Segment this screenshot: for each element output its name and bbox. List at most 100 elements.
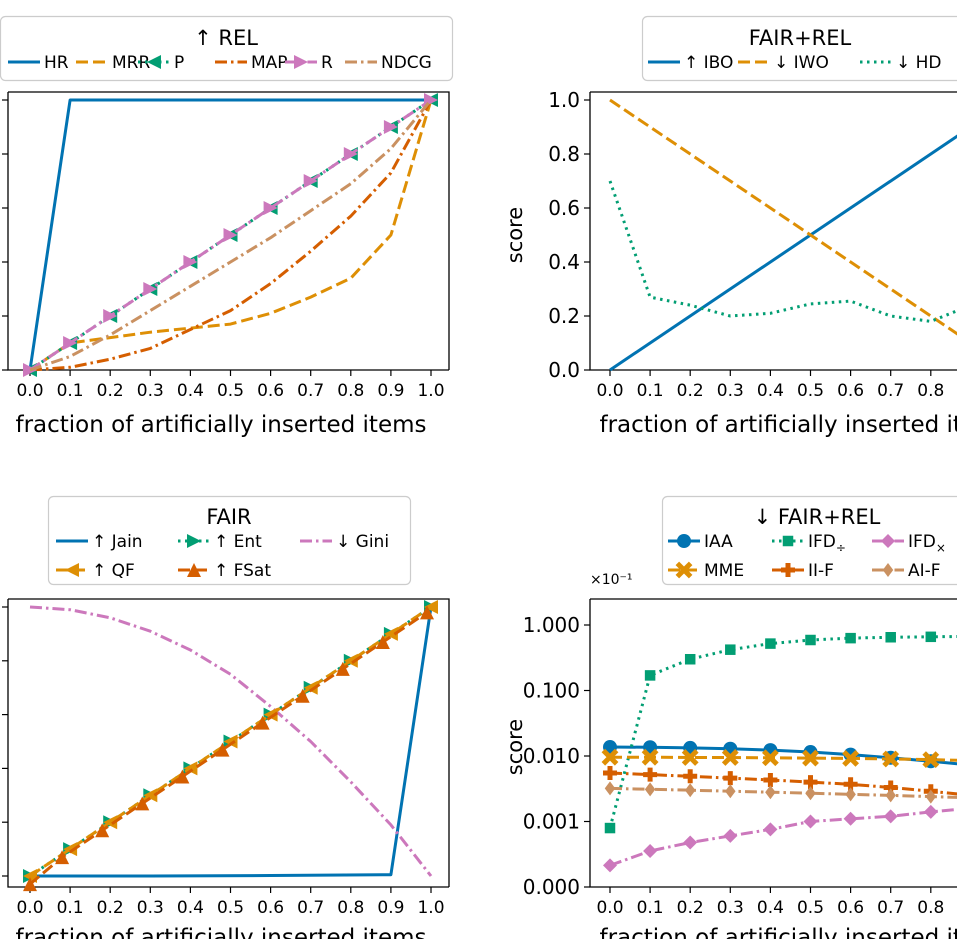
x-tick-label: 0.2	[97, 898, 124, 918]
legend: ↑ REL HR MRR P MAP R NDCG	[0, 15, 454, 82]
data-point-r	[143, 282, 158, 296]
legend-entry-label: ↑ FSat	[214, 561, 271, 581]
series-line-ndcg	[29, 99, 433, 372]
data-point-r	[63, 336, 78, 350]
y-offset-text: ×10⁻¹	[590, 572, 633, 588]
series-line-mme	[610, 755, 957, 762]
legend-entry-label: MAP	[251, 53, 288, 73]
axes-frame-top-right	[8, 598, 450, 887]
data-point-qf	[383, 626, 398, 641]
y-axis-label: score	[503, 719, 527, 775]
series-line-ibo	[609, 134, 957, 372]
legend-entry-label: ↓ HD	[896, 53, 942, 73]
data-point-r	[383, 120, 398, 134]
data-point-ifd	[805, 634, 816, 646]
legend-box	[0, 15, 454, 82]
legend-marker	[65, 563, 79, 577]
x-tick-label: 0.8	[337, 381, 364, 401]
y-tick-label: 0.8	[548, 142, 580, 166]
data-point-qf	[303, 680, 318, 695]
x-tick-label: 0.7	[297, 381, 324, 401]
x-tick-label: 0.5	[217, 898, 244, 918]
legend-box	[47, 495, 412, 586]
chart-p3: 0.0 0.1 0.2 0.3 0.4 0.5 0.6 0.7 0.8 0.9 1.0 fractio…	[2, 495, 450, 939]
x-tick-label: 0.8	[917, 381, 944, 401]
series-line-hd	[608, 180, 957, 323]
legend-entry-label: ↑ Jain	[92, 532, 143, 552]
data-point-fsat	[95, 823, 110, 838]
legend-title: ↓ FAIR+REL	[754, 505, 881, 529]
data-point-r	[303, 174, 318, 188]
legend: FAIR+REL ↑ IBO ↓ IWO ↓ HD	[641, 15, 957, 82]
x-tick-label: 0.2	[677, 898, 704, 918]
x-tick-label: 0.7	[877, 898, 904, 918]
legend-entry-label: R	[321, 53, 333, 73]
y-tick-label: 1.0	[548, 88, 580, 112]
data-point-mme	[681, 749, 699, 766]
data-point-ifd	[725, 644, 736, 655]
data-point-aif	[805, 786, 816, 801]
data-point-r	[223, 228, 238, 242]
legend-entry-label: HR	[44, 53, 69, 73]
x-tick-label: 0.5	[797, 381, 824, 401]
legend-entry-label: MRR	[112, 53, 150, 73]
y-tick-label: 1.000	[523, 613, 580, 637]
legend-entry-label: ↓ IWO	[774, 53, 829, 73]
x-tick-label: 0.1	[637, 381, 664, 401]
x-tick-label: 0.8	[917, 898, 944, 918]
legend-marker	[675, 561, 693, 579]
data-point-r	[183, 255, 198, 269]
data-point-fsat	[375, 634, 390, 649]
legend-title: FAIR	[206, 505, 251, 529]
series-line-fsat	[29, 611, 428, 886]
data-point-qf	[263, 707, 278, 722]
x-tick-label: 0.8	[337, 898, 364, 918]
x-axis-label: fraction of artificially inserted items	[15, 925, 426, 939]
y-axis-label: score	[503, 207, 527, 263]
legend-entry-label: ↑ IBO	[684, 53, 733, 73]
data-point-fsat	[23, 877, 37, 892]
data-point-ifd	[643, 843, 658, 858]
y-tick-label: 0.4	[548, 250, 580, 274]
legend-marker	[782, 535, 794, 547]
series-group	[601, 631, 957, 873]
data-point-ifd	[723, 828, 738, 843]
x-tick-label: 0.2	[97, 381, 124, 401]
data-point-ifd	[763, 822, 778, 837]
x-tick-label: 0.3	[137, 381, 164, 401]
data-point-ifd	[803, 814, 818, 829]
data-point-mme	[922, 751, 940, 769]
chart-p4: 0.0 0.1 0.2 0.3 0.4 0.5 0.6 0.7 0.8 fraction of a…	[503, 495, 957, 939]
x-tick-label: 0.3	[717, 381, 744, 401]
data-point-aif	[684, 783, 696, 798]
x-axis-label: fraction of artificially inserted items	[15, 412, 426, 438]
legend-title: FAIR+REL	[749, 26, 852, 50]
series-line-iwo	[609, 98, 957, 336]
legend-entry-label: ↑ QF	[92, 561, 135, 581]
x-tick-label: 0.5	[797, 898, 824, 918]
series-line-ifd	[608, 635, 957, 829]
x-tick-label: 0.0	[16, 898, 43, 918]
legend-marker	[187, 534, 201, 548]
data-point-mme	[761, 749, 779, 767]
data-point-iif	[683, 769, 698, 784]
data-point-mme	[641, 748, 659, 766]
data-point-ifd	[644, 670, 656, 681]
data-point-mme	[842, 749, 860, 767]
data-point-aif	[765, 785, 776, 800]
x-tick-label: 0.4	[177, 898, 204, 918]
x-tick-label: 0.0	[16, 381, 43, 401]
x-tick-label: 0.6	[837, 898, 864, 918]
x-tick-label: 0.1	[57, 381, 84, 401]
data-point-aif	[885, 788, 896, 803]
data-point-aif	[644, 782, 656, 797]
data-point-fsat	[215, 742, 230, 757]
data-point-r	[263, 201, 278, 215]
series-line-jain	[30, 606, 433, 878]
data-point-r	[103, 309, 118, 323]
data-point-ifd	[684, 653, 696, 665]
legend-title: ↑ REL	[194, 26, 258, 50]
data-point-ifd	[843, 811, 858, 826]
x-tick-label: 1.0	[417, 898, 444, 918]
